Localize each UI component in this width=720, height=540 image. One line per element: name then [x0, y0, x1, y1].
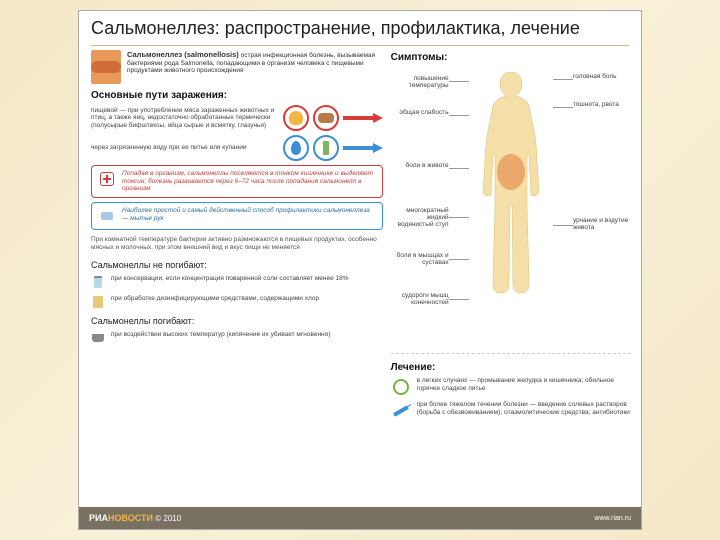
symptom-temp: повышение температуры — [391, 75, 449, 89]
treatment-mild-text: в легких случаях — промывание желудка и … — [417, 377, 631, 393]
brand-ria: РИА — [89, 513, 108, 523]
footer: РИАНОВОСТИ © 2010 www.rian.ru — [79, 507, 641, 529]
survive-item-1: при консервации, если концентрация повар… — [91, 274, 383, 290]
symptom-bloat: урчание и вздутие живота — [573, 217, 631, 231]
water-drop-icon — [283, 135, 309, 161]
symptoms-divider — [391, 353, 631, 354]
columns: Сальмонеллез (salmonellosis) острая инфе… — [79, 50, 641, 507]
footer-copyright: © 2010 — [155, 514, 181, 523]
treatment-severe: при более тяжелом течении болезни — введ… — [391, 401, 631, 421]
definition-term: Сальмонеллез (salmonellosis) — [127, 50, 239, 59]
body-diagram: повышение температуры общая слабость бол… — [391, 67, 631, 347]
syringe-icon — [391, 401, 411, 421]
infographic-panel: Сальмонеллез: распространение, профилакт… — [78, 10, 642, 530]
infection-path-food-text: пищевой — при употреблении мяса зараженн… — [91, 107, 279, 129]
pill-icon — [391, 377, 411, 397]
right-column: Симптомы: повышение температуры общая сл… — [391, 50, 631, 507]
definition-text: Сальмонеллез (salmonellosis) острая инфе… — [127, 50, 383, 75]
pot-icon — [91, 331, 105, 345]
jar-icon — [91, 275, 105, 289]
symptom-muscle: боли в мышцах и суставах — [391, 252, 449, 266]
medical-cross-icon — [98, 170, 116, 188]
chicken-icon — [283, 105, 309, 131]
treatment-heading: Лечение: — [391, 362, 631, 373]
note-incubation-text: Попадая в организм, сальмонеллы поселяют… — [122, 170, 376, 193]
symptom-head: головная боль — [573, 73, 631, 80]
die-item-1: при воздействии высоких температур (кипя… — [91, 330, 383, 346]
symptoms-heading: Симптомы: — [391, 52, 631, 63]
symptom-nausea: тошнота, рвота — [573, 101, 631, 108]
human-silhouette-icon — [466, 72, 556, 332]
arrow-food — [343, 113, 383, 123]
bacteria-illustration — [91, 50, 121, 84]
infection-path-food: пищевой — при употреблении мяса зараженн… — [91, 105, 383, 131]
infection-heading: Основные пути заражения: — [91, 90, 383, 101]
symptom-weak: общая слабость — [391, 109, 449, 116]
treatment-severe-text: при более тяжелом течении болезни — введ… — [417, 401, 631, 417]
infection-path-water: через загрязненную воду при ее питье или… — [91, 135, 383, 161]
survive-heading: Сальмонеллы не погибают: — [91, 260, 383, 270]
room-temp-note: При комнатной температуре бактерии актив… — [91, 234, 383, 254]
die-text-1: при воздействии высоких температур (кипя… — [111, 331, 330, 339]
symptom-cramp: судороги мышц конечностей — [391, 292, 449, 306]
treatment-mild: в легких случаях — промывание желудка и … — [391, 377, 631, 397]
brand-novosti: НОВОСТИ — [108, 513, 153, 523]
left-column: Сальмонеллез (salmonellosis) острая инфе… — [91, 50, 383, 507]
page-title: Сальмонеллез: распространение, профилакт… — [91, 19, 629, 39]
title-divider — [91, 45, 629, 46]
survive-item-2: при обработке дезинфицирующими средствам… — [91, 294, 383, 310]
survive-text-2: при обработке дезинфицирующими средствам… — [111, 295, 319, 303]
note-incubation: Попадая в организм, сальмонеллы поселяют… — [91, 165, 383, 198]
symptom-abdpain: боли в животе — [391, 162, 449, 169]
spray-icon — [91, 295, 105, 309]
arrow-water — [343, 143, 383, 153]
note-handwash: Наиболее простой и самый действенный спо… — [91, 202, 383, 230]
bottle-icon — [313, 135, 339, 161]
title-block: Сальмонеллез: распространение, профилакт… — [79, 11, 641, 43]
footer-brand: РИАНОВОСТИ © 2010 — [89, 513, 181, 523]
survive-text-1: при консервации, если концентрация повар… — [111, 275, 349, 283]
note-handwash-text: Наиболее простой и самый действенный спо… — [122, 207, 376, 223]
definition-row: Сальмонеллез (salmonellosis) острая инфе… — [91, 50, 383, 84]
infection-path-water-text: через загрязненную воду при ее питье или… — [91, 144, 279, 151]
footer-url: www.rian.ru — [594, 515, 631, 522]
symptom-stool: многократный жидкий водянистый стул — [391, 207, 449, 228]
die-heading: Сальмонеллы погибают: — [91, 316, 383, 326]
pig-icon — [313, 105, 339, 131]
soap-icon — [98, 207, 116, 225]
